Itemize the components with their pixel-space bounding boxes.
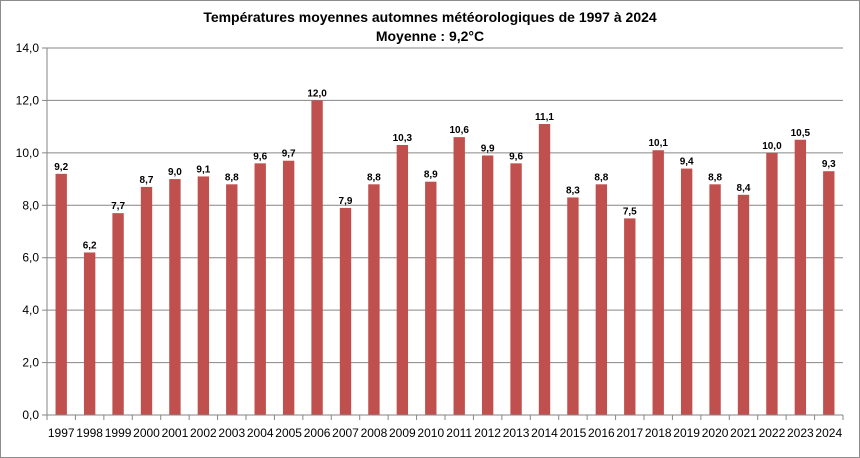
x-tick-label: 2005 xyxy=(275,426,302,440)
bar xyxy=(311,100,323,415)
y-tick-label: 14,0 xyxy=(16,41,40,55)
data-label: 7,9 xyxy=(339,196,353,207)
x-tick-label: 2007 xyxy=(332,426,359,440)
data-label: 8,8 xyxy=(367,172,381,183)
x-tick-label: 1997 xyxy=(48,426,75,440)
data-label: 6,2 xyxy=(83,240,97,251)
x-tick-label: 2017 xyxy=(616,426,643,440)
chart-subtitle: Moyenne : 9,2°C xyxy=(376,28,484,44)
bar xyxy=(680,168,693,415)
y-tick-label: 0,0 xyxy=(22,408,39,422)
bar xyxy=(112,213,124,415)
x-tick-label: 2013 xyxy=(503,426,530,440)
bar xyxy=(396,144,409,415)
bar xyxy=(652,150,664,415)
data-label: 9,6 xyxy=(253,151,267,162)
data-label: 10,6 xyxy=(449,125,469,136)
x-tick-label: 2020 xyxy=(702,426,729,440)
data-label: 9,1 xyxy=(196,164,210,175)
bar xyxy=(538,124,551,416)
data-label: 8,9 xyxy=(424,170,438,181)
bar xyxy=(794,139,807,415)
data-label: 9,4 xyxy=(680,157,694,168)
x-tick-label: 2016 xyxy=(588,426,615,440)
y-tick-label: 10,0 xyxy=(16,146,40,160)
data-label: 10,3 xyxy=(393,133,413,144)
chart-title: Températures moyennes automnes météorolo… xyxy=(203,9,657,25)
data-label: 8,8 xyxy=(594,172,608,183)
x-tick-label: 2012 xyxy=(474,426,501,440)
x-tick-label: 2010 xyxy=(417,426,444,440)
data-labels: 9,2 6,2 7,7 8,7 9,0 9,1 8,8 9,6 9,7 12,0 7,9 8,8 10,… xyxy=(54,88,836,251)
y-tick-label: 8,0 xyxy=(22,198,39,212)
y-tick-label: 4,0 xyxy=(22,303,39,317)
bar xyxy=(339,207,352,415)
x-tick-label: 2003 xyxy=(218,426,245,440)
bar xyxy=(282,160,295,415)
gridlines xyxy=(47,47,843,364)
y-tick-label: 6,0 xyxy=(22,251,39,265)
bar xyxy=(567,197,579,415)
data-label: 8,8 xyxy=(708,172,722,183)
x-tick-label: 2015 xyxy=(560,426,587,440)
bar xyxy=(169,179,181,415)
data-label: 8,3 xyxy=(566,185,580,196)
bar xyxy=(709,184,721,415)
data-label: 11,1 xyxy=(535,112,554,123)
bar xyxy=(226,184,238,415)
x-tick-label: 2002 xyxy=(190,426,217,440)
data-label: 10,0 xyxy=(762,141,782,152)
bar xyxy=(140,186,153,415)
data-label: 9,9 xyxy=(481,143,495,154)
x-tick-label: 1999 xyxy=(105,426,132,440)
x-tick-label: 2008 xyxy=(361,426,388,440)
x-tick-label: 2011 xyxy=(446,426,472,440)
data-label: 7,5 xyxy=(623,206,637,217)
data-label: 12,0 xyxy=(307,88,327,99)
data-label: 8,8 xyxy=(225,172,239,183)
data-label: 9,2 xyxy=(54,162,68,173)
bar xyxy=(453,137,465,415)
bar xyxy=(823,171,835,415)
x-tick-label: 2022 xyxy=(759,426,786,440)
x-tick-label: 2006 xyxy=(304,426,331,440)
x-tick-label: 2018 xyxy=(645,426,672,440)
x-tick-label: 1998 xyxy=(76,426,103,440)
y-tick-label: 12,0 xyxy=(16,93,40,107)
x-tick-label: 2000 xyxy=(133,426,160,440)
x-tick-label: 2024 xyxy=(815,426,842,440)
bar xyxy=(368,184,380,415)
x-tick-label: 2009 xyxy=(389,426,416,440)
data-label: 8,7 xyxy=(140,175,154,186)
x-tick-label: 2014 xyxy=(531,426,558,440)
bar xyxy=(55,173,67,415)
data-label: 9,0 xyxy=(168,167,182,178)
y-tick-label: 2,0 xyxy=(22,356,39,370)
data-label: 7,7 xyxy=(111,201,125,212)
bar xyxy=(766,152,778,415)
data-label: 10,5 xyxy=(791,128,811,139)
x-tick-label: 2021 xyxy=(730,426,757,440)
data-label: 8,4 xyxy=(737,183,751,194)
bar xyxy=(595,184,608,415)
bar xyxy=(83,252,96,415)
bar xyxy=(510,163,522,415)
bar xyxy=(737,194,750,415)
bar xyxy=(624,218,636,415)
bar xyxy=(197,176,210,415)
x-tick-label: 2023 xyxy=(787,426,814,440)
x-tick-label: 2004 xyxy=(247,426,274,440)
data-label: 9,6 xyxy=(509,151,523,162)
data-label: 9,3 xyxy=(822,159,836,170)
data-label: 10,1 xyxy=(648,138,668,149)
data-label: 9,7 xyxy=(282,149,296,160)
bars xyxy=(55,100,835,416)
x-tick-label: 2019 xyxy=(673,426,700,440)
bar xyxy=(481,155,494,415)
bar xyxy=(425,181,437,415)
bar xyxy=(254,163,266,415)
x-tick-label: 2001 xyxy=(162,426,189,440)
